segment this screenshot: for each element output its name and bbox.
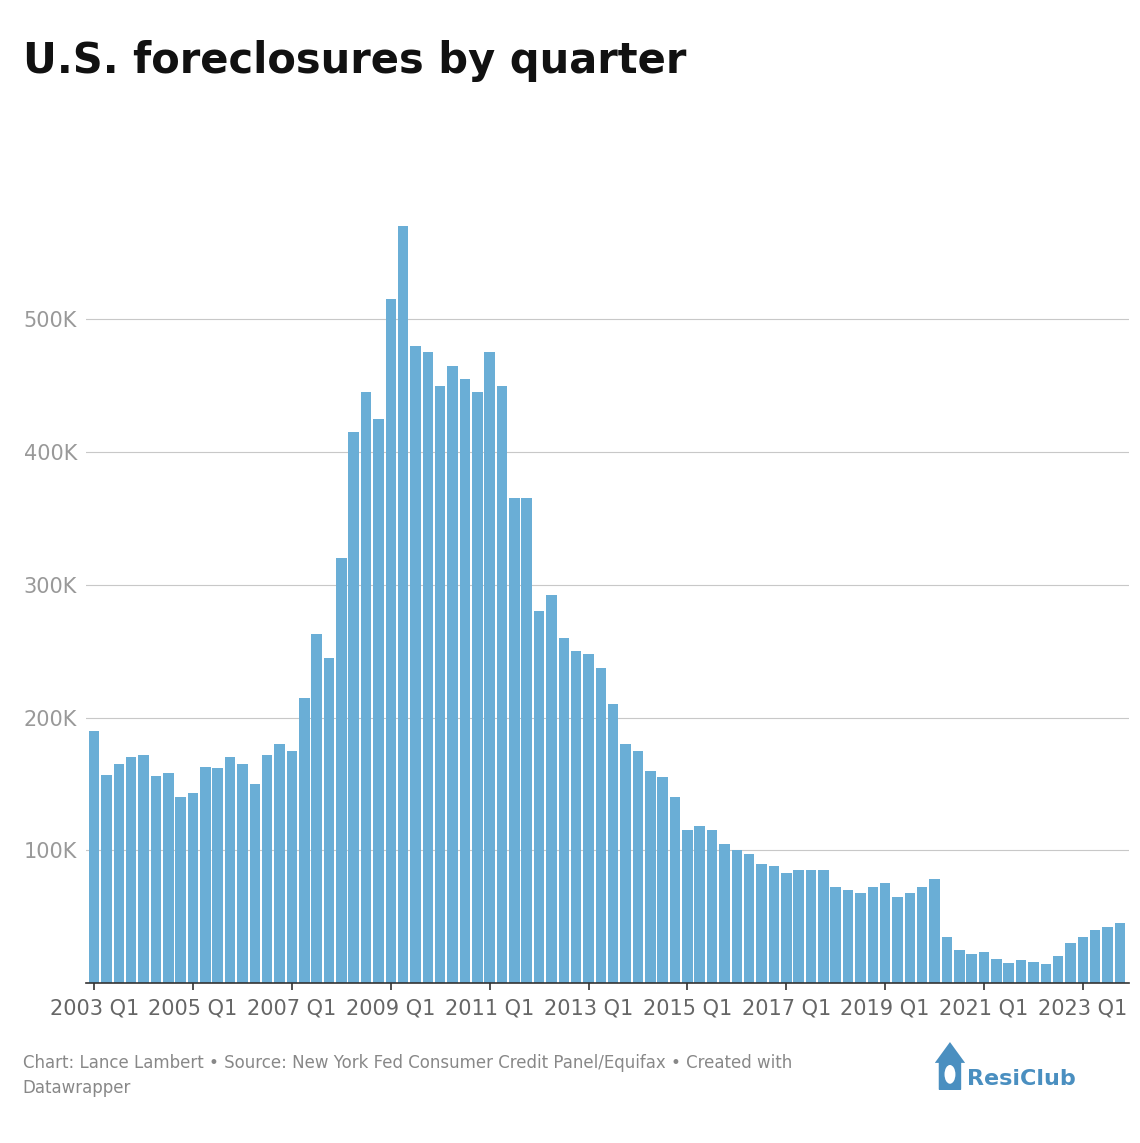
Bar <box>855 893 865 983</box>
Bar <box>510 498 520 983</box>
Bar <box>806 870 816 983</box>
Bar <box>521 498 532 983</box>
Bar <box>893 897 903 983</box>
Bar <box>633 751 643 983</box>
Bar <box>793 870 804 983</box>
Bar <box>645 770 655 983</box>
Bar <box>435 385 446 983</box>
Bar <box>954 950 964 983</box>
Bar <box>768 866 779 983</box>
Bar <box>176 797 186 983</box>
Circle shape <box>945 1065 955 1084</box>
Bar <box>1003 964 1013 983</box>
Text: Chart: Lance Lambert • Source: New York Fed Consumer Credit Panel/Equifax • Crea: Chart: Lance Lambert • Source: New York … <box>23 1054 792 1097</box>
Bar <box>398 226 408 983</box>
Bar <box>658 777 668 983</box>
Bar <box>286 751 298 983</box>
Bar <box>237 764 247 983</box>
Bar <box>212 768 223 983</box>
Bar <box>1041 965 1051 983</box>
Bar <box>423 352 433 983</box>
Bar <box>534 612 544 983</box>
Bar <box>979 952 990 983</box>
Bar <box>781 873 791 983</box>
Bar <box>1090 930 1100 983</box>
Bar <box>880 884 890 983</box>
Text: ResiClub: ResiClub <box>967 1069 1076 1088</box>
Bar <box>1053 957 1064 983</box>
Bar <box>694 826 705 983</box>
Bar <box>905 893 915 983</box>
Bar <box>360 392 372 983</box>
Bar <box>1016 960 1026 983</box>
Bar <box>385 299 396 983</box>
Bar <box>459 379 470 983</box>
Bar <box>917 887 928 983</box>
Bar <box>497 385 507 983</box>
Bar <box>324 657 334 983</box>
Bar <box>1065 943 1076 983</box>
Bar <box>595 669 606 983</box>
Bar <box>201 767 211 983</box>
Bar <box>138 754 149 983</box>
Bar <box>620 744 630 983</box>
Bar <box>942 936 952 983</box>
Bar <box>262 754 272 983</box>
Bar <box>546 596 556 983</box>
Bar <box>349 432 359 983</box>
Bar <box>991 959 1002 983</box>
Bar <box>1115 924 1125 983</box>
Bar <box>299 697 309 983</box>
Bar <box>571 652 581 983</box>
Bar <box>929 879 939 983</box>
Bar <box>744 854 755 983</box>
FancyBboxPatch shape <box>938 1060 961 1090</box>
Polygon shape <box>935 1042 966 1063</box>
Bar <box>336 558 347 983</box>
Bar <box>472 392 482 983</box>
Bar <box>1102 927 1113 983</box>
Bar <box>484 352 495 983</box>
Bar <box>447 366 458 983</box>
Bar <box>311 634 321 983</box>
Bar <box>101 775 112 983</box>
Bar <box>756 863 767 983</box>
Bar <box>707 830 717 983</box>
Bar <box>250 784 260 983</box>
Bar <box>1028 961 1039 983</box>
Bar <box>732 850 742 983</box>
Bar <box>114 764 124 983</box>
Bar <box>670 797 681 983</box>
Bar <box>127 758 137 983</box>
Text: U.S. foreclosures by quarter: U.S. foreclosures by quarter <box>23 40 686 82</box>
Bar <box>868 887 878 983</box>
Bar <box>275 744 285 983</box>
Bar <box>150 776 161 983</box>
Bar <box>719 844 730 983</box>
Bar <box>830 887 841 983</box>
Bar <box>842 890 854 983</box>
Bar <box>967 953 977 983</box>
Bar <box>559 638 569 983</box>
Bar <box>608 704 619 983</box>
Bar <box>682 830 693 983</box>
Bar <box>373 418 384 983</box>
Bar <box>1077 936 1088 983</box>
Bar <box>163 774 173 983</box>
Bar <box>188 793 198 983</box>
Bar <box>410 346 421 983</box>
Bar <box>225 758 235 983</box>
Bar <box>819 870 829 983</box>
Bar <box>89 730 99 983</box>
Bar <box>584 654 594 983</box>
